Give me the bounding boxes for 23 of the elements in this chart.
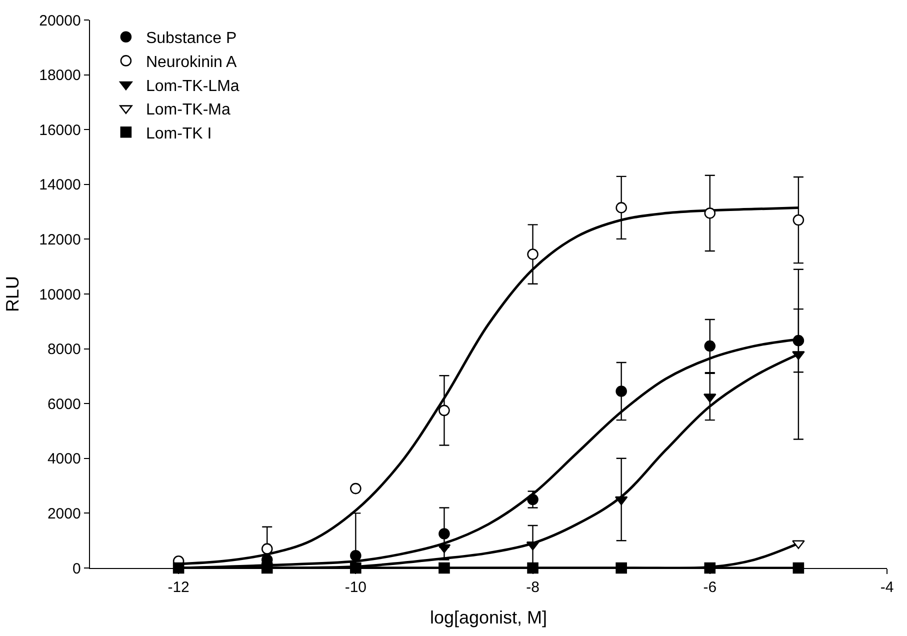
y-tick-label: 4000 (47, 450, 81, 468)
x-tick-label: -6 (703, 579, 717, 596)
x-tick-label: -8 (526, 579, 540, 596)
y-tick-label: 6000 (47, 396, 81, 413)
legend-label: Lom-TK-Ma (146, 102, 230, 119)
x-tick-label: -10 (344, 579, 367, 596)
y-tick-label: 10000 (39, 286, 81, 304)
x-axis-title: log[agonist, M] (430, 607, 548, 628)
legend-label: Lom-TK I (146, 125, 212, 142)
y-tick-label: 18000 (39, 67, 81, 84)
y-tick-label: 16000 (39, 122, 81, 139)
y-axis-title: RLU (2, 276, 22, 312)
legend-label: Substance P (146, 30, 237, 48)
y-tick-label: 8000 (47, 341, 81, 358)
y-tick-label: 14000 (39, 176, 81, 194)
y-tick-label: 20000 (39, 12, 81, 30)
y-tick-label: 0 (72, 560, 81, 578)
x-tick-label: -12 (168, 579, 190, 596)
legend-label: Lom-TK-LMa (146, 78, 240, 95)
y-tick-label: 12000 (39, 231, 81, 248)
y-tick-label: 2000 (47, 505, 81, 522)
legend-label: Neurokinin A (146, 54, 237, 71)
x-tick-label: -4 (880, 579, 894, 596)
